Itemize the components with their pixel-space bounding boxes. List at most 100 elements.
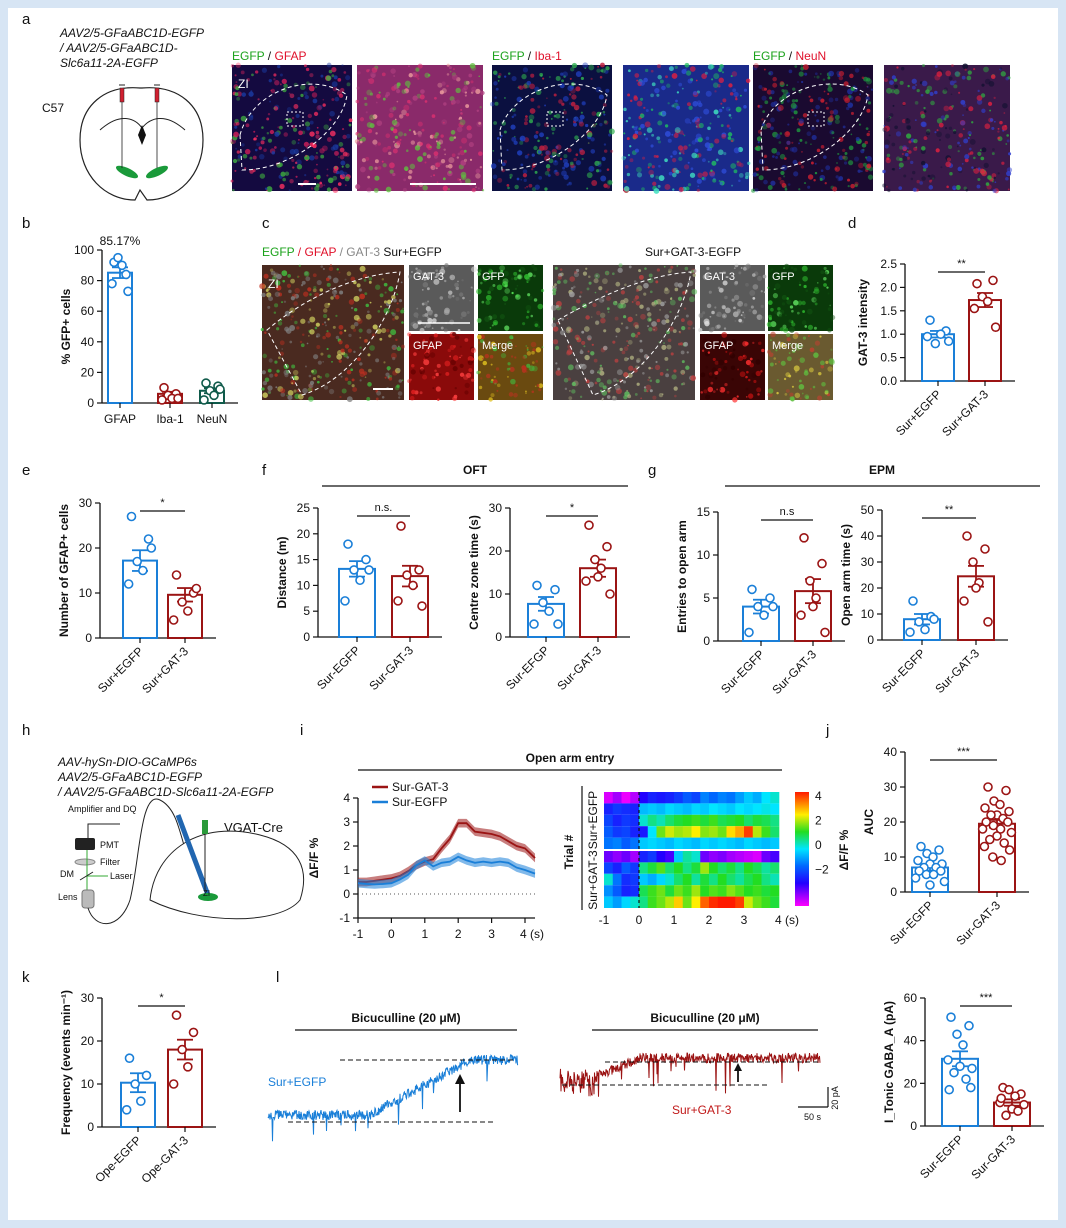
data-point (913, 855, 923, 866)
group-label: Sur+GAT-3-EGFP (645, 245, 741, 259)
strain-label: C57 (42, 101, 64, 115)
data-point (121, 269, 131, 280)
data-point (584, 520, 594, 531)
data-point (910, 873, 921, 883)
sem-band-sur-gat-3 (358, 818, 536, 887)
micrograph-image (476, 264, 545, 331)
heatmap-cell (639, 851, 649, 863)
y-tick-label: 20 (884, 815, 898, 829)
data-point (1010, 1091, 1020, 1101)
scale-time-label: 50 s (804, 1112, 822, 1122)
data-point (958, 1040, 968, 1050)
data-point (168, 615, 179, 625)
heatmap-cell (639, 896, 649, 908)
heatmap-cell (665, 885, 675, 897)
heatmap-cell (709, 837, 719, 849)
data-point (343, 539, 353, 549)
subpanel-label: GAT-3 (413, 271, 444, 283)
y-axis-label: Trial # (562, 834, 576, 869)
data-point (605, 589, 615, 599)
heatmap-cell (726, 851, 736, 863)
data-point (805, 575, 815, 586)
heatmap-cell (726, 826, 736, 838)
heatmap-cell (621, 873, 631, 886)
data-point (544, 606, 554, 617)
heatmap-cell (647, 792, 657, 804)
heatmap-cell (761, 803, 771, 815)
heatmap-cell (770, 885, 780, 897)
colorbar-tick-label: −2 (815, 863, 829, 877)
heatmap-cell (621, 896, 631, 908)
heatmap-cell (770, 814, 780, 827)
data-point (959, 596, 969, 606)
heatmap-cell (674, 792, 684, 804)
data-point (980, 803, 990, 813)
data-point (935, 329, 946, 340)
panel-letter: b (22, 215, 30, 232)
y-tick-label: 25 (297, 501, 311, 515)
heatmap-cell (752, 885, 762, 897)
heatmap-cell (700, 803, 710, 815)
heatmap-cell (744, 837, 754, 849)
heatmap-cell (691, 826, 701, 838)
heatmap-cell (674, 862, 684, 874)
heatmap-cell (604, 873, 614, 886)
data-point (146, 543, 157, 553)
y-axis-label: ΔF/F % (307, 837, 321, 878)
heatmap-cell (674, 826, 684, 838)
subpanel-label: GFAP (413, 340, 442, 352)
data-point (996, 1093, 1007, 1104)
heatmap-cell (691, 851, 701, 863)
data-point (121, 1105, 132, 1115)
heatmap-cell (717, 873, 727, 886)
heatmap-cell (665, 851, 675, 863)
y-axis-label: % GFP+ cells (59, 288, 73, 364)
data-point (928, 869, 939, 880)
subpanel-label: GAT-3 (704, 271, 735, 283)
heatmap-cell (665, 862, 675, 874)
heatmap-cell (621, 803, 631, 815)
heatmap-cell (726, 792, 736, 804)
heatmap-cell (682, 896, 692, 908)
x-tick-label: 4 (s) (520, 927, 544, 941)
y-tick-label: 10 (81, 1077, 95, 1091)
y-tick-label: 0 (495, 630, 502, 644)
data-point (943, 336, 954, 347)
heatmap-cell (691, 803, 701, 815)
significance-marker: *** (957, 746, 971, 758)
data-point (949, 1067, 959, 1078)
data-point (765, 593, 775, 603)
data-point (593, 571, 603, 582)
colorbar-tick-label: 4 (815, 789, 822, 803)
y-tick-label: 0 (343, 887, 350, 901)
data-point (946, 1012, 956, 1023)
data-point (581, 576, 591, 586)
heatmap-cell (682, 885, 692, 897)
heatmap-cell (744, 814, 754, 827)
data-point (215, 384, 225, 395)
zoom-box (286, 111, 304, 127)
heatmap-cell (752, 826, 762, 838)
region-outline (239, 83, 348, 171)
heatmap-cell (647, 885, 657, 897)
heatmap-cell (700, 837, 710, 849)
y-tick-label: 0 (303, 630, 310, 644)
heatmap-cell (735, 885, 745, 897)
data-point (971, 583, 981, 593)
heatmap-cell (761, 862, 771, 874)
y-tick-label: 5 (303, 604, 310, 618)
data-point (969, 303, 980, 314)
heatmap-cell (604, 814, 614, 827)
data-point (361, 554, 371, 565)
micrograph-image (550, 263, 698, 402)
heatmap-cell (630, 862, 640, 874)
data-point (952, 1029, 962, 1040)
data-point (984, 834, 995, 845)
heatmap-cell (700, 873, 710, 886)
heatmap-cell (770, 803, 780, 815)
heatmap-cell (709, 803, 719, 815)
data-point (107, 278, 117, 289)
heatmap-cell (647, 814, 657, 827)
heatmap-cell (647, 873, 657, 886)
y-axis-label: Number of GFAP+ cells (57, 504, 71, 637)
